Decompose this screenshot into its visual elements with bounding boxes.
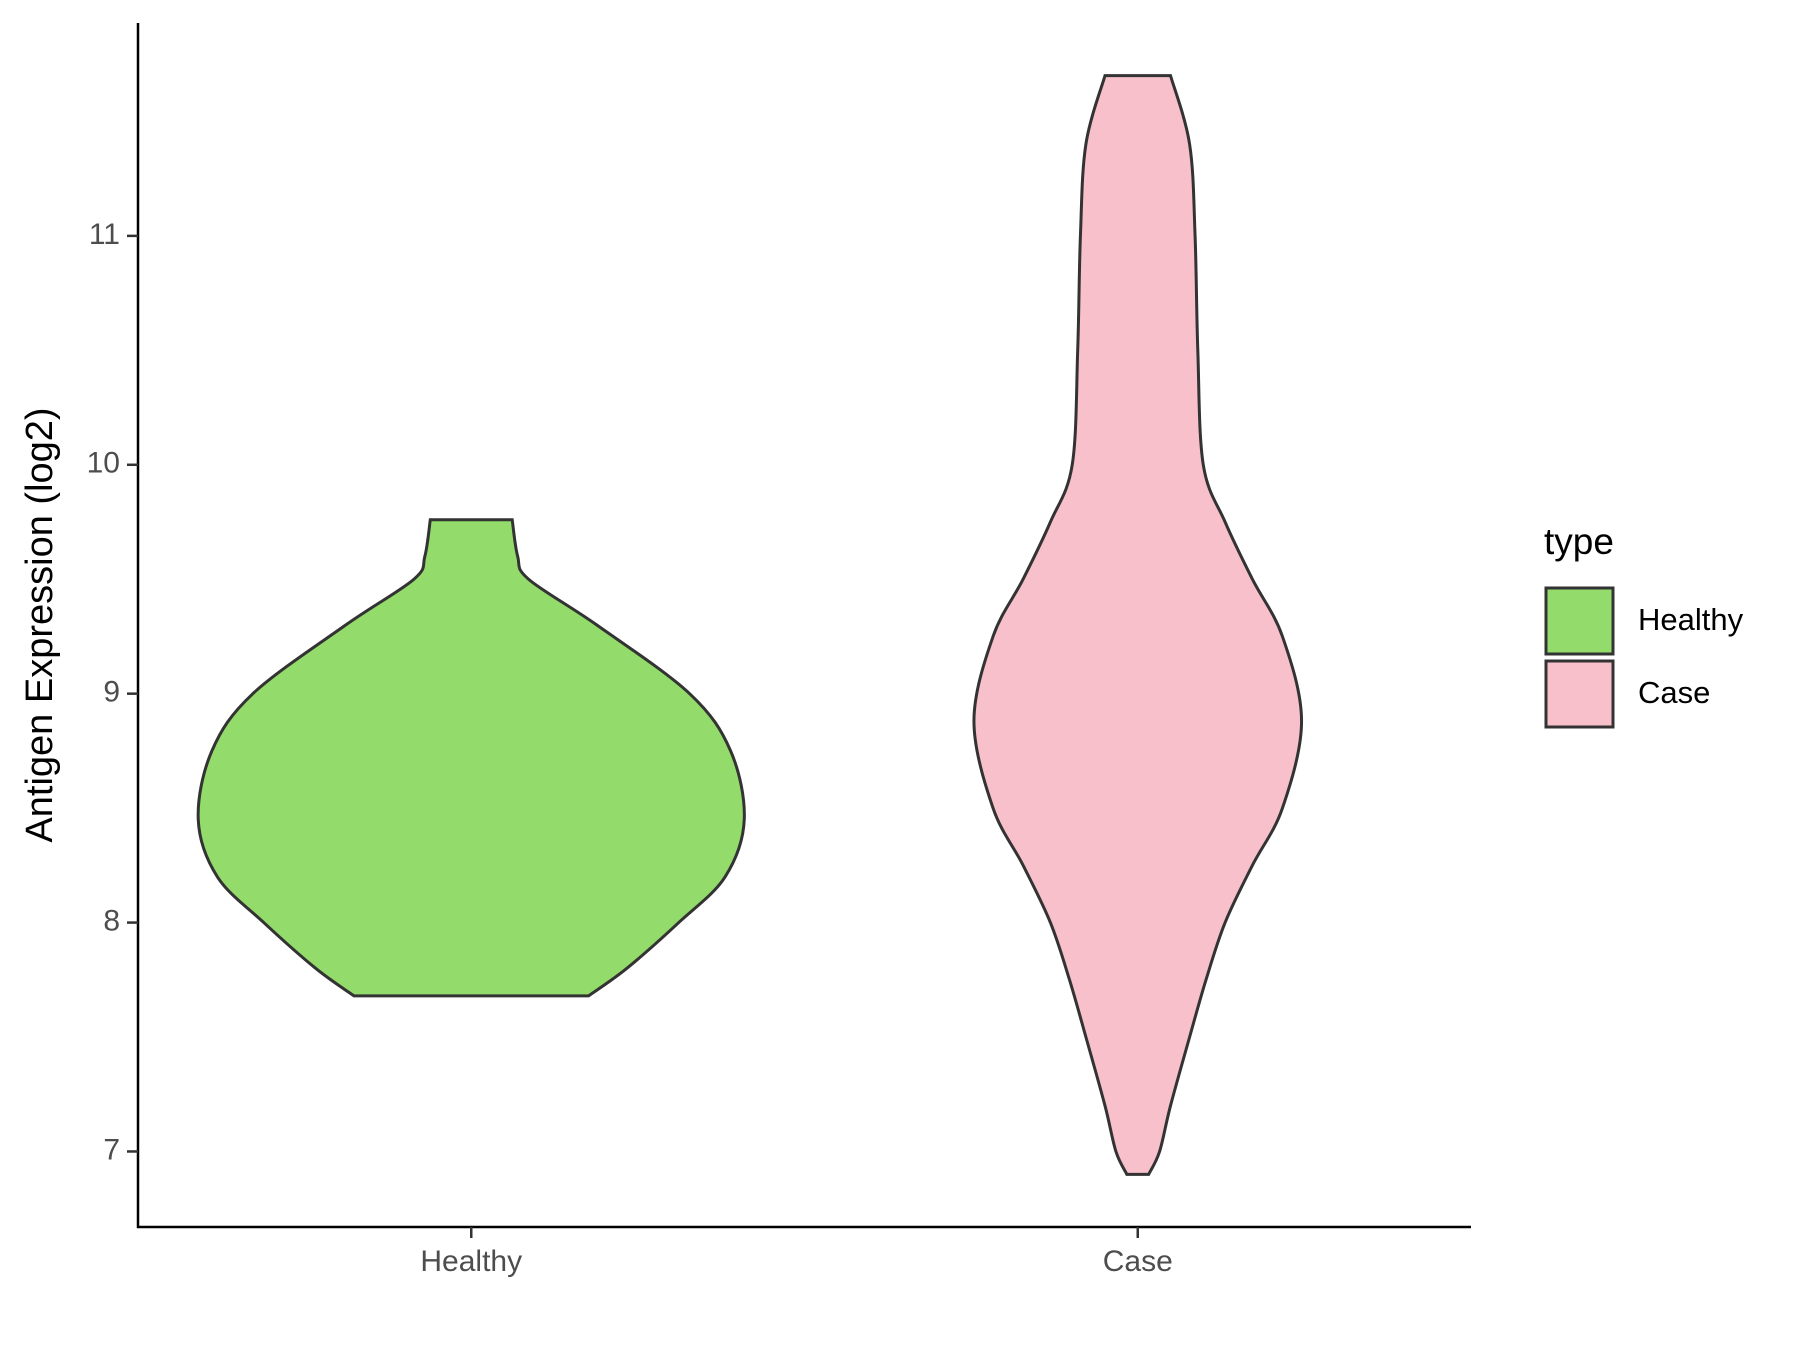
legend-title: type: [1544, 521, 1614, 562]
legend-swatch: [1544, 586, 1615, 656]
x-tick-label: Healthy: [420, 1245, 522, 1278]
y-axis-title: Antigen Expression (log2): [19, 407, 61, 842]
y-tick-label: 9: [103, 676, 120, 709]
x-tick-label: Case: [1103, 1245, 1173, 1278]
y-tick-label: 10: [87, 447, 120, 480]
y-tick-label: 11: [89, 218, 120, 251]
legend-label: Case: [1638, 675, 1710, 710]
legend-swatch: [1544, 659, 1615, 729]
y-tick-label: 7: [103, 1133, 120, 1166]
violin: [972, 74, 1304, 1176]
violin: [196, 518, 746, 998]
legend-label: Healthy: [1638, 602, 1744, 637]
y-tick-label: 8: [103, 904, 120, 937]
